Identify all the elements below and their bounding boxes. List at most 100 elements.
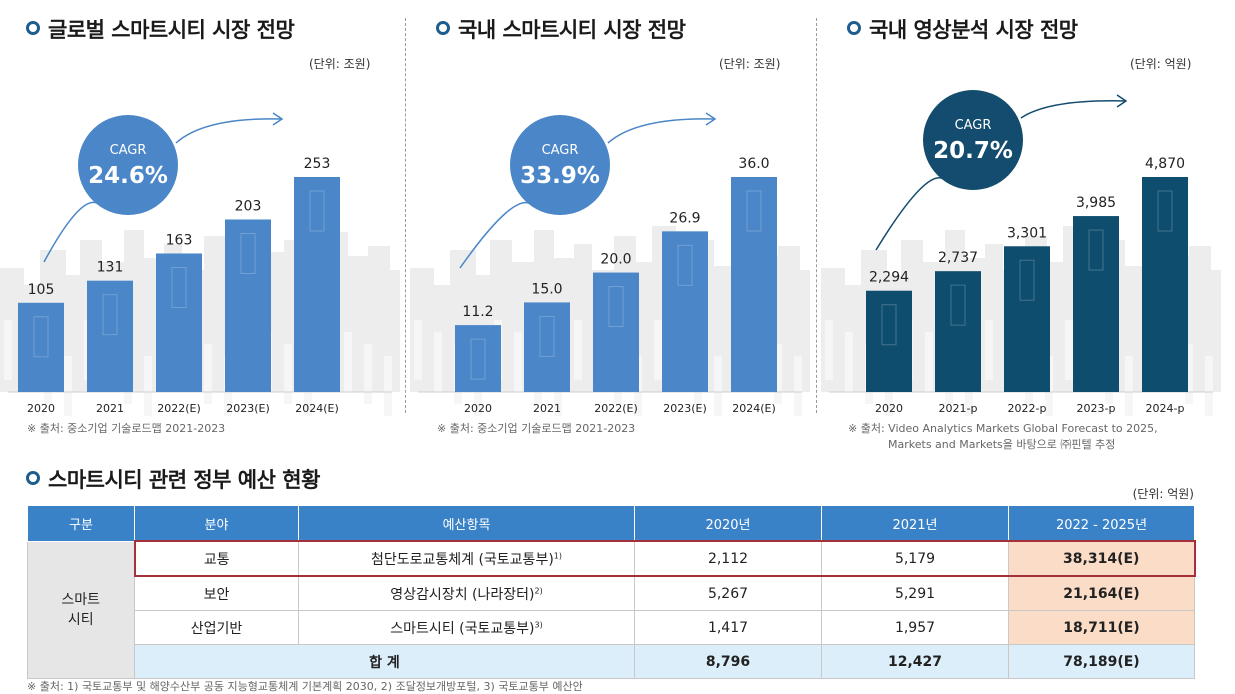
value-2021-cell: 5,179 xyxy=(821,540,1009,577)
x-tick-label: 2024-p xyxy=(1146,402,1185,415)
total-2022-2025-cell: 78,189(E) xyxy=(1008,644,1195,679)
total-2021-cell: 12,427 xyxy=(821,644,1009,679)
field-cell: 보안 xyxy=(134,575,299,611)
x-tick-label: 2021 xyxy=(96,402,124,415)
x-tick-label: 2021 xyxy=(533,402,561,415)
source-note: ※ 출처: Video Analytics Markets Global For… xyxy=(848,422,1158,435)
bar-2023(E) xyxy=(225,219,271,392)
value-2022-2025-cell: 38,314(E) xyxy=(1008,540,1196,577)
unit-label: (단위: 억원) xyxy=(1130,57,1192,71)
bar-pattern-decoration xyxy=(746,190,762,232)
source-note: ※ 출처: 중소기업 기술로드맵 2021-2023 xyxy=(27,422,226,435)
data-label: 11.2 xyxy=(462,304,493,320)
value-2020-cell: 5,267 xyxy=(634,575,822,611)
cagr-value: 24.6% xyxy=(88,163,168,189)
bar-pattern-decoration xyxy=(881,304,897,346)
cagr-label: CAGR xyxy=(110,143,147,158)
panel-divider xyxy=(405,18,406,413)
x-tick-label: 2020 xyxy=(464,402,492,415)
data-label: 36.0 xyxy=(738,156,769,172)
value-2022-2025-cell: 18,711(E) xyxy=(1008,610,1195,645)
arrow-head-icon xyxy=(272,112,284,126)
panel-title: 글로벌 스마트시티 시장 전망 xyxy=(26,14,295,44)
value-2021-cell: 1,957 xyxy=(821,610,1009,645)
cagr-badge xyxy=(78,115,178,215)
table-total-row: 합 계 8,796 12,427 78,189(E) xyxy=(28,644,1195,679)
data-label: 203 xyxy=(235,198,262,214)
bar-2021-p xyxy=(935,271,981,392)
cagr-arrow-curve xyxy=(875,177,946,251)
circle-bullet-icon xyxy=(847,21,861,35)
bar-2023-p xyxy=(1073,216,1119,392)
bar-pattern-decoration xyxy=(1019,259,1035,301)
header-field: 분야 xyxy=(134,505,299,542)
bar-2022-p xyxy=(1004,246,1050,392)
table-header-row: 구분 분야 예산항목 2020년 2021년 2022 - 2025년 xyxy=(27,505,1195,542)
data-label: 15.0 xyxy=(531,281,562,297)
panel-title: 국내 스마트시티 시장 전망 xyxy=(436,14,686,44)
x-tick-label: 2024(E) xyxy=(732,402,776,415)
header-2022-2025: 2022 - 2025년 xyxy=(1008,505,1195,542)
header-item: 예산항목 xyxy=(298,505,635,542)
data-label: 2,294 xyxy=(869,270,909,286)
value-2020-cell: 2,112 xyxy=(634,540,822,577)
cagr-arrow-curve xyxy=(1020,100,1127,119)
bar-2021 xyxy=(87,280,133,392)
x-tick-label: 2023(E) xyxy=(226,402,270,415)
circle-bullet-icon xyxy=(26,21,40,35)
bar-2024(E) xyxy=(294,177,340,392)
total-2020-cell: 8,796 xyxy=(634,644,822,679)
bar-2024-p xyxy=(1142,177,1188,392)
bar-chart-global: 105 2020 131 2021 163 2022(E) 203 2023(E) 253 202… xyxy=(0,112,400,416)
bar-pattern-decoration xyxy=(470,338,486,380)
cagr-arrow-curve xyxy=(607,118,716,144)
item-cell: 영상감시장치 (나라장터)2) xyxy=(298,575,635,611)
panel-divider xyxy=(816,18,817,413)
data-label: 253 xyxy=(304,156,331,172)
x-tick-label: 2023-p xyxy=(1077,402,1116,415)
chart-panel-video: 국내 영상분석 시장 전망 (단위: 억원) xyxy=(847,0,1207,450)
table-row: 산업기반 스마트시티 (국토교통부)3) 1,417 1,957 18,711(… xyxy=(28,610,1195,645)
data-label: 163 xyxy=(166,232,193,248)
value-2020-cell: 1,417 xyxy=(634,610,822,645)
section-title: 스마트시티 관련 정부 예산 현황 xyxy=(26,464,320,494)
x-tick-label: 2020 xyxy=(27,402,55,415)
source-note-line2: Markets and Markets을 바탕으로 ㈜핀텔 추정 xyxy=(888,438,1116,451)
bar-2024(E) xyxy=(731,177,777,392)
bar-pattern-decoration xyxy=(1088,229,1104,271)
data-label: 3,985 xyxy=(1076,195,1116,211)
x-tick-label: 2024(E) xyxy=(295,402,339,415)
bar-2020 xyxy=(866,290,912,392)
bar-2023(E) xyxy=(662,231,708,392)
chart-panel-domestic: 국내 스마트시티 시장 전망 (단위: 조원) xyxy=(436,0,796,450)
field-cell: 교통 xyxy=(133,540,299,577)
bar-pattern-decoration xyxy=(33,316,49,358)
data-label: 4,870 xyxy=(1145,156,1185,172)
item-cell: 첨단도로교통체계 (국토교통부)1) xyxy=(298,540,635,577)
cagr-value: 20.7% xyxy=(933,138,1013,164)
data-label: 20.0 xyxy=(600,252,631,268)
bar-2020 xyxy=(18,302,64,392)
bar-pattern-decoration xyxy=(539,315,555,357)
panel-title: 국내 영상분석 시장 전망 xyxy=(847,14,1078,44)
bar-pattern-decoration xyxy=(1157,190,1173,232)
source-note: ※ 출처: 중소기업 기술로드맵 2021-2023 xyxy=(437,422,636,435)
unit-label: (단위: 조원) xyxy=(719,57,781,71)
header-2020: 2020년 xyxy=(634,505,822,542)
bar-pattern-decoration xyxy=(950,284,966,326)
cagr-arrow-curve xyxy=(175,118,283,144)
bar-chart-domestic: 11.2 2020 15.0 2021 20.0 2022(E) 26.9 2023(E) 36… xyxy=(410,112,810,416)
bar-2020 xyxy=(455,325,501,392)
data-label: 131 xyxy=(97,260,124,276)
cagr-label: CAGR xyxy=(955,118,992,133)
table-row: 보안 영상감시장치 (나라장터)2) 5,267 5,291 21,164(E) xyxy=(28,575,1195,611)
bar-pattern-decoration xyxy=(608,286,624,328)
bar-pattern-decoration xyxy=(240,232,256,274)
bar-2022(E) xyxy=(593,272,639,392)
field-cell: 산업기반 xyxy=(134,610,299,645)
x-tick-label: 2022(E) xyxy=(157,402,201,415)
circle-bullet-icon xyxy=(436,21,450,35)
x-tick-label: 2022-p xyxy=(1008,402,1047,415)
x-tick-label: 2023(E) xyxy=(663,402,707,415)
data-label: 105 xyxy=(28,282,55,298)
